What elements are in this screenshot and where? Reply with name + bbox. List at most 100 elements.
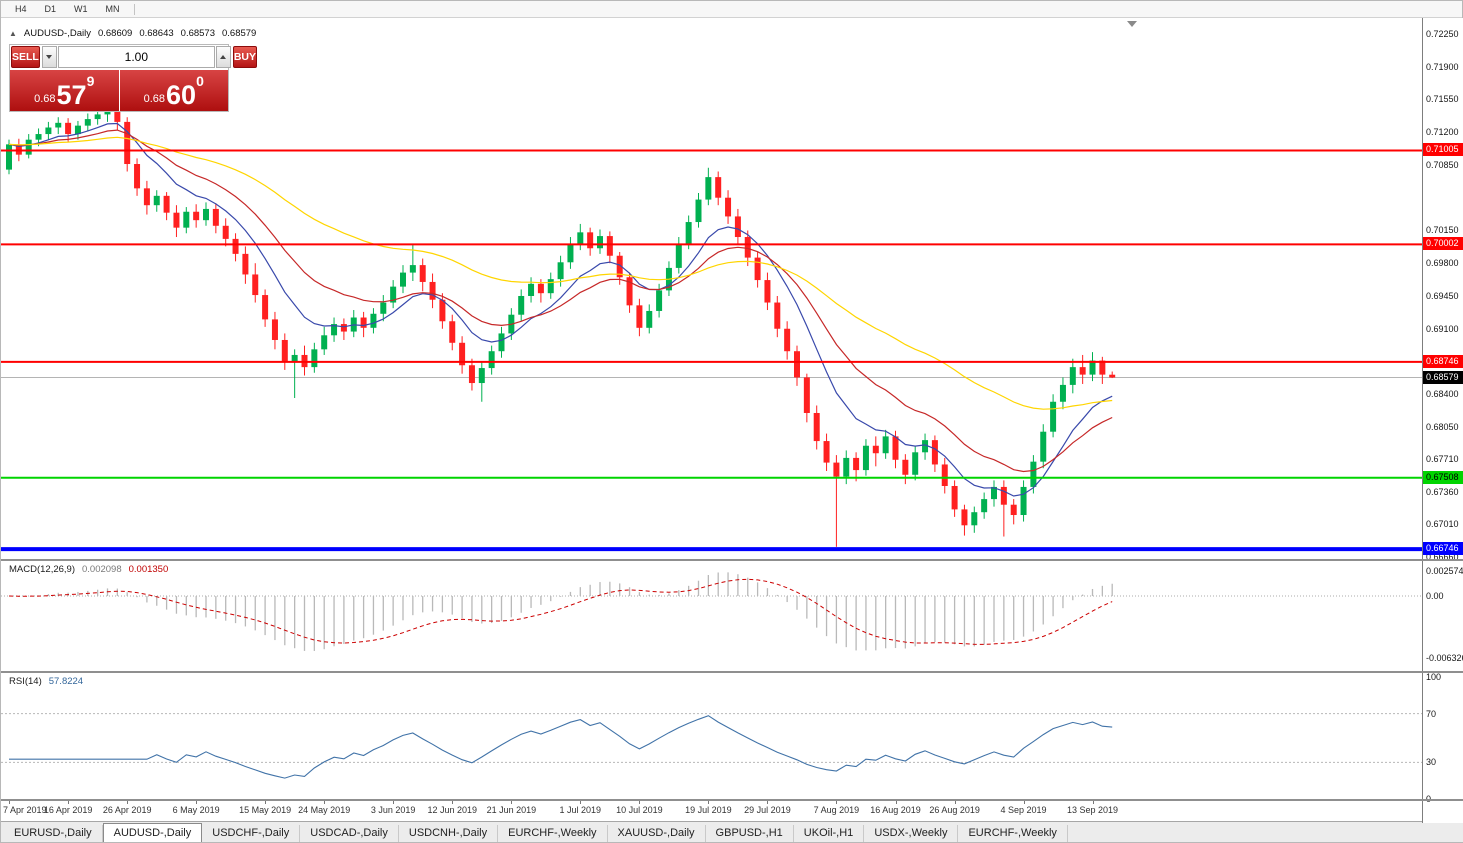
- price-axis-label: 0.72250: [1426, 28, 1459, 39]
- moving-average-18: [8, 129, 1113, 473]
- sell-price-prefix: 0.68: [34, 92, 56, 105]
- volume-input[interactable]: [57, 46, 215, 68]
- quote-close: 0.68579: [222, 28, 257, 39]
- date-label: 15 May 2019: [239, 805, 292, 815]
- price-axis-label: 0.69450: [1426, 290, 1459, 301]
- price-level-badge: 0.66746: [1423, 542, 1463, 556]
- chart-tab[interactable]: USDCNH-,Daily: [399, 825, 499, 842]
- price-chart-svg[interactable]: [1, 18, 1422, 559]
- macd-histogram: [18, 572, 1113, 651]
- time-axis-tick: [1023, 801, 1025, 804]
- chart-tab[interactable]: USDCAD-,Daily: [300, 825, 399, 842]
- quote-bar: ▲ AUDUSD-,Daily 0.68609 0.68643 0.68573 …: [9, 28, 256, 39]
- time-axis-tick: [452, 801, 454, 804]
- price-axis-label: 0.71900: [1426, 61, 1459, 72]
- price-axis-label: 0.69100: [1426, 323, 1459, 334]
- moving-average-9: [8, 122, 1113, 497]
- volume-decrease-button[interactable]: [41, 46, 57, 68]
- date-label: 26 Apr 2019: [102, 805, 152, 815]
- quote-open: 0.68609: [97, 28, 133, 39]
- chart-tab[interactable]: USDX-,Weekly: [864, 825, 959, 842]
- time-axis-tick: [265, 801, 267, 804]
- buy-button[interactable]: BUY: [232, 46, 258, 68]
- pane-separator[interactable]: [1, 559, 1463, 561]
- pane-separator[interactable]: [1, 671, 1463, 673]
- buy-price[interactable]: 0.68 60 0: [119, 70, 228, 111]
- timeframe-toolbar: H4 D1 W1 MN: [1, 1, 1462, 18]
- timeframe-button-mn[interactable]: MN: [97, 3, 129, 15]
- timeframe-button-d1[interactable]: D1: [36, 3, 66, 15]
- sell-price[interactable]: 0.68 57 9: [10, 70, 120, 111]
- collapse-panel-icon[interactable]: ▲: [9, 29, 17, 38]
- chart-tab[interactable]: EURCHF-,Weekly: [958, 825, 1068, 842]
- price-axis-label: 0.67710: [1426, 453, 1459, 464]
- time-axis-tick: [954, 801, 956, 804]
- date-label: 19 Jul 2019: [685, 805, 732, 815]
- rsi-axis-label: 30: [1426, 757, 1437, 768]
- main-price-pane[interactable]: ▲ AUDUSD-,Daily 0.68609 0.68643 0.68573 …: [1, 18, 1422, 559]
- date-label: 7 Aug 2019: [813, 805, 860, 815]
- time-axis-tick: [68, 801, 70, 804]
- pane-separator[interactable]: [1, 799, 1463, 801]
- candles: [6, 102, 1116, 547]
- macd-signal-value: 0.001350: [128, 564, 169, 575]
- price-axis[interactable]: 0.72250 0.71900 0.71550 0.71200 0.70850 0.701…: [1422, 18, 1463, 823]
- date-label: 10 Jul 2019: [616, 805, 663, 815]
- macd-title: MACD(12,26,9): [9, 564, 75, 575]
- macd-signal-line: [8, 578, 1113, 645]
- chart-shift-marker[interactable]: [1127, 21, 1137, 27]
- time-axis-tick: [9, 801, 10, 804]
- chart-tab[interactable]: AUDUSD-,Daily: [102, 823, 203, 842]
- price-level-badge: 0.70002: [1423, 237, 1463, 251]
- price-axis-label: 0.66660: [1426, 552, 1459, 563]
- macd-axis-label: 0.002574: [1426, 565, 1463, 576]
- current-price-badge: 0.68579: [1423, 370, 1463, 384]
- macd-main-value: 0.002098: [82, 564, 122, 575]
- macd-chart-svg[interactable]: [1, 561, 1422, 671]
- chart-tab[interactable]: USDCHF-,Daily: [202, 825, 301, 842]
- price-axis-label: 0.71550: [1426, 94, 1459, 105]
- time-axis-tick: [393, 801, 395, 804]
- time-axis-tick: [511, 801, 513, 804]
- price-axis-label: 0.71200: [1426, 127, 1459, 138]
- buy-price-pip-digit: 0: [196, 73, 204, 89]
- quote-low: 0.68573: [180, 28, 215, 39]
- date-label: 6 May 2019: [172, 805, 220, 815]
- time-axis-tick: [836, 801, 838, 804]
- volume-increase-button[interactable]: [215, 46, 231, 68]
- sell-price-pip-digit: 9: [86, 73, 95, 89]
- price-axis-label: 0.69800: [1426, 258, 1459, 269]
- rsi-chart-svg[interactable]: [1, 673, 1422, 799]
- time-axis[interactable]: 7 Apr 2019 16 Apr 2019 26 Apr 2019 6 May 20…: [1, 801, 1422, 823]
- chart-tab[interactable]: EURCHF-,Weekly: [498, 825, 608, 842]
- chart-tab[interactable]: UKOil-,H1: [794, 825, 865, 842]
- quote-high: 0.68643: [139, 28, 174, 39]
- buy-price-prefix: 0.68: [143, 92, 166, 105]
- rsi-axis: 10070300: [1423, 672, 1463, 804]
- chart-tab[interactable]: GBPUSD-,H1: [706, 825, 794, 842]
- price-axis-label: 0.67360: [1426, 486, 1459, 497]
- rsi-line: [9, 715, 1113, 779]
- time-axis-tick: [324, 801, 326, 804]
- price-axis-label: 0.68050: [1426, 422, 1459, 433]
- date-label: 1 Jul 2019: [559, 805, 602, 815]
- macd-pane[interactable]: MACD(12,26,9) 0.002098 0.001350: [1, 561, 1422, 671]
- date-label: 29 Jul 2019: [744, 805, 791, 815]
- buy-price-big-digits: 60: [166, 80, 197, 111]
- rsi-header: RSI(14) 57.8224: [9, 676, 83, 687]
- time-axis-tick: [767, 801, 769, 804]
- timeframe-button-h4[interactable]: H4: [6, 3, 36, 15]
- price-axis-label: 0.67010: [1426, 519, 1459, 530]
- timeframe-button-w1[interactable]: W1: [65, 3, 97, 15]
- chart-symbol-label: AUDUSD-,Daily: [23, 28, 91, 39]
- date-label: 16 Apr 2019: [43, 805, 93, 815]
- sell-button[interactable]: SELL: [11, 46, 40, 68]
- rsi-pane[interactable]: RSI(14) 57.8224: [1, 673, 1422, 799]
- macd-axis-label: 0.00: [1426, 591, 1444, 602]
- date-label: 13 Sep 2019: [1066, 805, 1119, 815]
- chart-tab[interactable]: XAUUSD-,Daily: [608, 825, 706, 842]
- price-axis-label: 0.70150: [1426, 225, 1459, 236]
- chart-tab[interactable]: EURUSD-,Daily: [4, 825, 103, 842]
